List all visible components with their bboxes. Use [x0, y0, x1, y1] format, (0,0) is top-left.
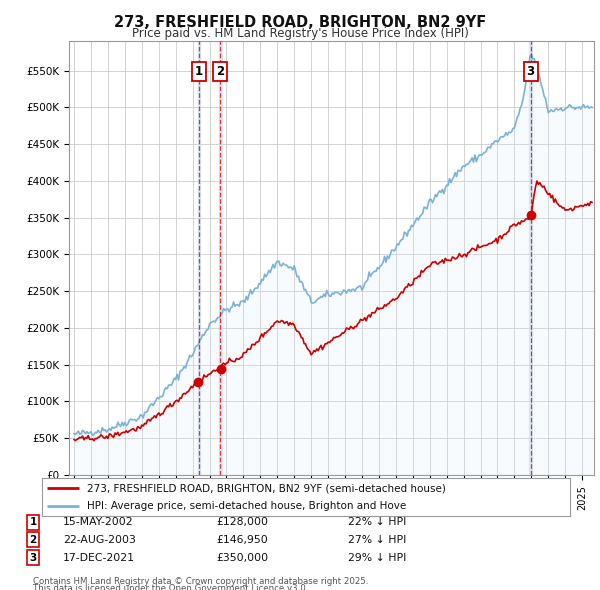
Bar — [529, 41, 532, 475]
Text: £350,000: £350,000 — [216, 553, 268, 562]
Text: 273, FRESHFIELD ROAD, BRIGHTON, BN2 9YF (semi-detached house): 273, FRESHFIELD ROAD, BRIGHTON, BN2 9YF … — [87, 483, 446, 493]
Text: 1: 1 — [29, 517, 37, 527]
Text: 1: 1 — [195, 65, 203, 78]
Text: 273, FRESHFIELD ROAD, BRIGHTON, BN2 9YF: 273, FRESHFIELD ROAD, BRIGHTON, BN2 9YF — [114, 15, 486, 30]
Text: Price paid vs. HM Land Registry's House Price Index (HPI): Price paid vs. HM Land Registry's House … — [131, 27, 469, 40]
Text: 22% ↓ HPI: 22% ↓ HPI — [348, 517, 406, 527]
Text: 27% ↓ HPI: 27% ↓ HPI — [348, 535, 406, 545]
Text: 22-AUG-2003: 22-AUG-2003 — [63, 535, 136, 545]
Text: 17-DEC-2021: 17-DEC-2021 — [63, 553, 135, 562]
Text: This data is licensed under the Open Government Licence v3.0.: This data is licensed under the Open Gov… — [33, 584, 308, 590]
Text: 2: 2 — [217, 65, 224, 78]
Text: Contains HM Land Registry data © Crown copyright and database right 2025.: Contains HM Land Registry data © Crown c… — [33, 577, 368, 586]
Bar — [219, 41, 222, 475]
Text: £128,000: £128,000 — [216, 517, 268, 527]
Text: 3: 3 — [527, 65, 535, 78]
Text: 3: 3 — [29, 553, 37, 562]
Text: £146,950: £146,950 — [216, 535, 268, 545]
Text: 15-MAY-2002: 15-MAY-2002 — [63, 517, 134, 527]
Text: HPI: Average price, semi-detached house, Brighton and Hove: HPI: Average price, semi-detached house,… — [87, 501, 406, 511]
Text: 29% ↓ HPI: 29% ↓ HPI — [348, 553, 406, 562]
Bar — [197, 41, 200, 475]
Text: 2: 2 — [29, 535, 37, 545]
